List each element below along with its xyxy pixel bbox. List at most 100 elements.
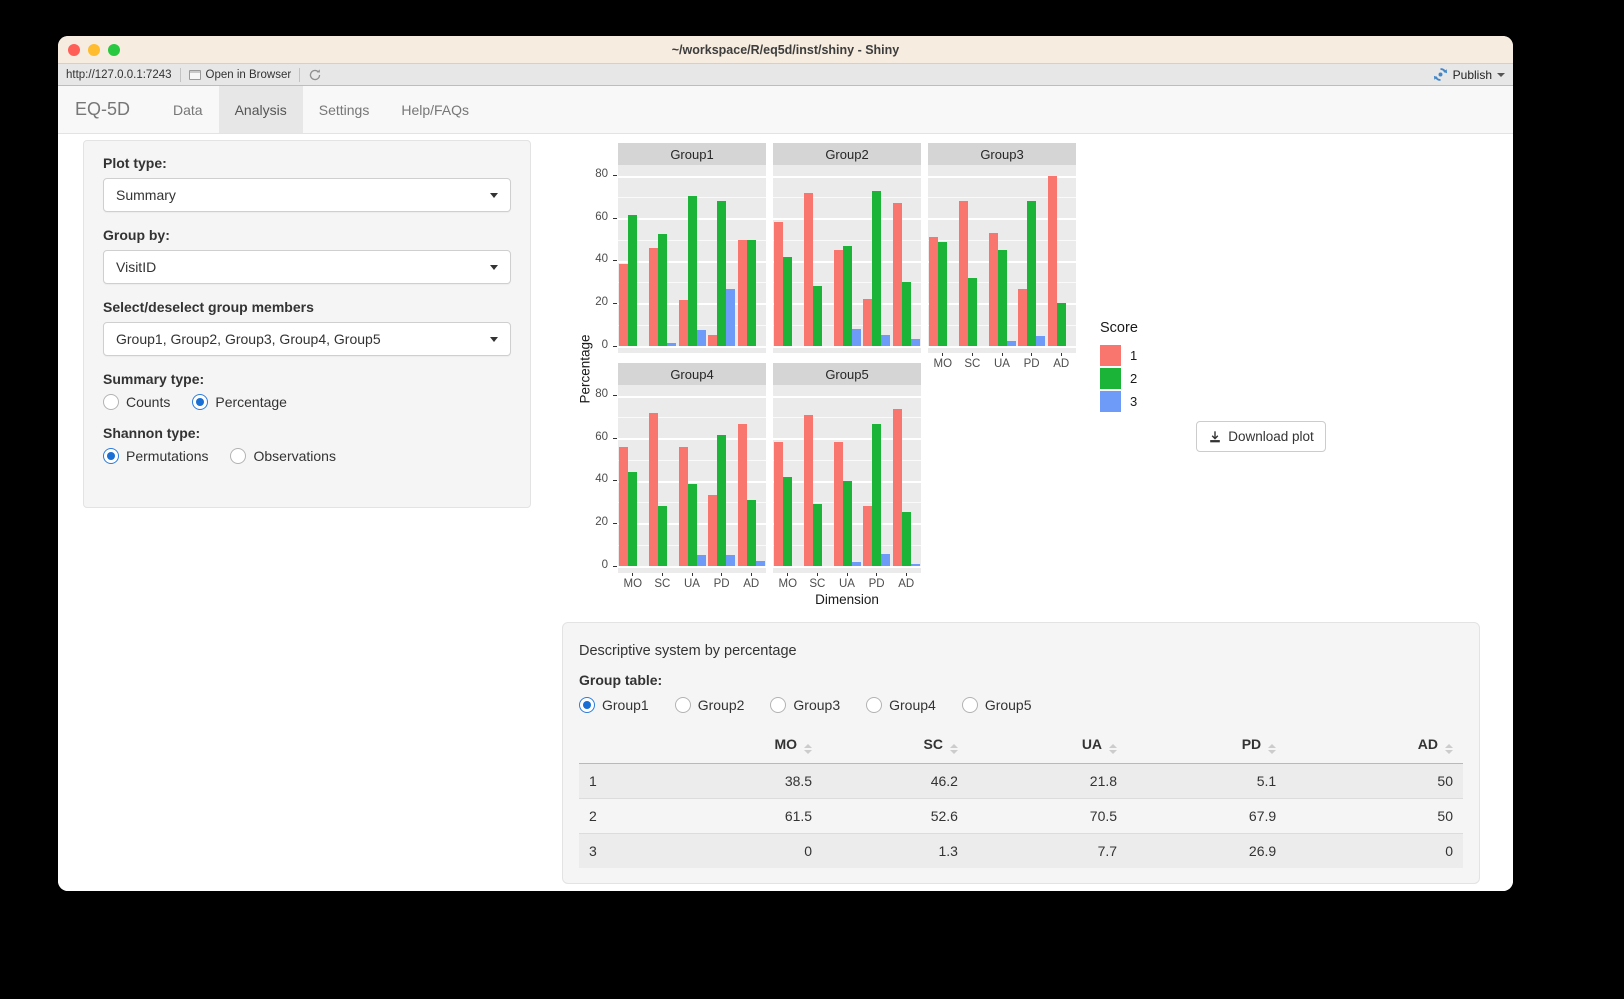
column-header-mo[interactable]: MO [671, 727, 823, 764]
column-header-sc[interactable]: SC [822, 727, 968, 764]
y-tick [613, 437, 617, 439]
group-by-value: VisitID [116, 259, 157, 275]
column-header-pd[interactable]: PD [1127, 727, 1287, 764]
radio-circle[interactable] [674, 697, 691, 713]
legend-item-score2: 2 [1100, 368, 1138, 389]
descriptive-table: MO SC UA PD AD 1 38.5 46.2 21.8 [579, 727, 1463, 868]
x-tick [876, 573, 878, 576]
cell: 26.9 [1248, 843, 1277, 859]
gridline [618, 566, 766, 568]
bar-group3-sc-score2 [967, 277, 977, 346]
group-table-label: Group table: [579, 672, 663, 688]
legend-swatch-score1 [1100, 345, 1121, 366]
bar-group5-ad-score2 [901, 511, 911, 566]
bar-group2-ua-score2 [842, 245, 852, 346]
gridline [928, 239, 1076, 241]
publish-dropdown-caret[interactable] [1497, 72, 1505, 77]
gridline [618, 459, 766, 461]
bar-group1-pd-score2 [717, 201, 727, 346]
table-header-row: MO SC UA PD AD [579, 727, 1463, 764]
radio-circle[interactable] [961, 697, 978, 713]
gridline [773, 395, 921, 398]
x-axis-label: UA [994, 358, 1010, 370]
bar-group2-ua-score1 [833, 250, 843, 346]
radio-permutations[interactable]: Permutations [103, 448, 208, 464]
x-tick [787, 573, 789, 576]
x-tick [971, 353, 973, 356]
bar-group3-ua-score2 [997, 250, 1007, 346]
radio-circle[interactable] [103, 448, 119, 464]
bar-group1-sc-score2 [657, 233, 667, 346]
y-tick [613, 522, 617, 524]
radio-circle[interactable] [770, 697, 787, 713]
bar-group5-pd-score3 [881, 554, 891, 566]
x-tick [1031, 353, 1033, 356]
x-tick [691, 573, 693, 576]
x-tick [721, 573, 723, 576]
refresh-button[interactable] [308, 68, 322, 82]
radio-group4[interactable]: Group4 [866, 697, 936, 713]
toolbar-divider [299, 67, 301, 82]
x-tick [1060, 353, 1062, 356]
bar-group1-mo-score1 [619, 264, 629, 346]
y-axis-label: 60 [595, 430, 608, 443]
window-title: ~/workspace/R/eq5d/inst/shiny - Shiny [671, 42, 900, 57]
tab-analysis[interactable]: Analysis [218, 86, 303, 133]
bar-group1-pd-score1 [708, 335, 718, 346]
radio-observations[interactable]: Observations [230, 448, 336, 464]
radio-group1[interactable]: Group1 [579, 697, 649, 713]
radio-percentage[interactable]: Percentage [192, 394, 287, 410]
gridline [773, 346, 921, 348]
bar-group3-pd-score1 [1018, 288, 1028, 346]
tab-settings[interactable]: Settings [318, 101, 370, 118]
bar-group3-pd-score2 [1027, 201, 1037, 346]
download-plot-button[interactable]: Download plot [1196, 421, 1326, 452]
gridline [773, 218, 921, 221]
gridline [618, 416, 766, 418]
gridline [618, 346, 766, 348]
bar-group1-sc-score1 [648, 247, 658, 346]
sort-icon [804, 744, 813, 754]
x-tick [905, 573, 907, 576]
summary-type-radios: Counts Percentage [103, 394, 511, 410]
window-titlebar: ~/workspace/R/eq5d/inst/shiny - Shiny [58, 36, 1513, 64]
browser-window-icon [188, 69, 201, 80]
y-tick [613, 175, 617, 177]
zoom-window-button[interactable] [108, 43, 120, 56]
open-in-browser-button[interactable]: Open in Browser [188, 69, 291, 81]
bar-group4-ua-score1 [678, 446, 688, 566]
radio-group2[interactable]: Group2 [674, 697, 744, 713]
bar-group2-pd-score2 [872, 190, 882, 346]
group-members-select[interactable]: Group1, Group2, Group3, Group4, Group5 [103, 322, 511, 356]
radio-circle[interactable] [230, 448, 247, 464]
y-axis-label: 0 [601, 338, 608, 351]
column-header-ua[interactable]: UA [967, 727, 1128, 764]
traffic-lights [68, 43, 120, 56]
radio-circle[interactable] [866, 697, 883, 713]
plot-type-select[interactable]: Summary [103, 178, 511, 212]
bar-group5-sc-score2 [812, 504, 822, 566]
radio-group3[interactable]: Group3 [770, 697, 840, 713]
gridline [928, 218, 1076, 221]
tab-data[interactable]: Data [173, 101, 203, 118]
gridline [773, 239, 921, 241]
radio-circle[interactable] [192, 394, 209, 410]
plot-type-value: Summary [116, 187, 176, 203]
x-tick [750, 573, 752, 576]
publish-button[interactable]: Publish [1433, 67, 1505, 82]
close-window-button[interactable] [68, 43, 80, 56]
cell: 38.5 [784, 773, 813, 789]
radio-circle[interactable] [103, 394, 119, 410]
radio-counts[interactable]: Counts [103, 394, 170, 410]
y-axis-label: 40 [595, 253, 608, 266]
page-content: Plot type: Summary Group by: VisitID Sel… [58, 134, 1513, 891]
tab-help-faqs[interactable]: Help/FAQs [401, 101, 470, 118]
radio-group5[interactable]: Group5 [961, 697, 1032, 713]
group-by-select[interactable]: VisitID [103, 250, 511, 284]
minimize-window-button[interactable] [88, 43, 100, 56]
bar-group1-ad-score1 [737, 239, 747, 346]
plot-legend: Score 1 2 3 [1100, 320, 1138, 414]
column-header-ad[interactable]: AD [1286, 727, 1463, 764]
radio-circle[interactable] [579, 697, 595, 713]
